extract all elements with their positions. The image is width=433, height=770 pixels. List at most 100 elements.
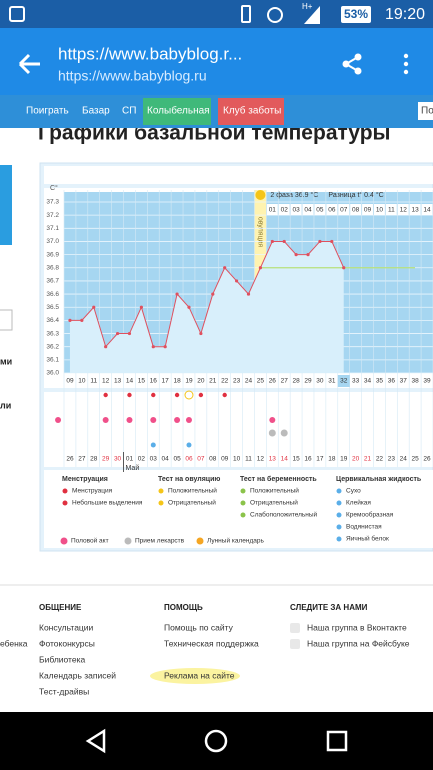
temperature-line <box>69 240 345 348</box>
day-label: 35 <box>376 378 384 385</box>
legend-icon <box>62 500 68 506</box>
y-tick-label: 36.7 <box>46 278 59 285</box>
nav-item[interactable]: Колыбельная <box>147 105 210 117</box>
alarm-icon <box>267 7 283 23</box>
phase-cell <box>362 204 373 215</box>
back-key[interactable] <box>85 728 106 754</box>
page-url-title[interactable]: https://www.babyblog.r... <box>58 44 242 63</box>
highlight <box>150 668 240 684</box>
day-label: 11 <box>90 378 97 385</box>
phase-day: 08 <box>352 207 360 214</box>
social-icon <box>290 639 300 649</box>
footer-link[interactable]: Фотоконкурсы <box>39 638 95 648</box>
footer-link[interactable]: Наша группа на Фейсбуке <box>307 638 410 648</box>
search-box[interactable] <box>418 102 433 120</box>
medicine-icon <box>268 429 276 437</box>
date-label: 06 <box>185 456 193 463</box>
phase-day: 09 <box>364 207 372 214</box>
legend-item: Прием лекарств <box>135 538 185 545</box>
date-label: 30 <box>114 456 122 463</box>
date-label: 18 <box>328 456 336 463</box>
date-label: 04 <box>162 456 170 463</box>
day-label: 32 <box>340 378 348 385</box>
temperature-point <box>104 345 108 349</box>
temperature-point <box>139 305 143 309</box>
y-tick-label: 37.0 <box>46 238 59 245</box>
day-label: 24 <box>245 378 253 385</box>
phase-cell <box>338 204 350 215</box>
nav-highlight <box>218 98 284 125</box>
nav-item[interactable]: По <box>421 106 433 117</box>
date-label: 19 <box>340 456 348 463</box>
legend-icon <box>336 536 342 542</box>
footer-link[interactable]: Техническая поддержка <box>164 638 259 648</box>
network: H+ <box>302 2 313 11</box>
legend-icon <box>240 488 246 494</box>
legend-item: Отрицательный <box>168 499 216 507</box>
menu-button[interactable] <box>403 53 409 75</box>
day-label: 33 <box>352 378 360 385</box>
intercourse-icon <box>185 417 192 423</box>
nav-item[interactable]: Поиграть <box>26 106 69 117</box>
day-label: 39 <box>423 378 431 385</box>
date-label: 21 <box>364 456 372 463</box>
browser-bar <box>0 28 433 95</box>
page-url[interactable]: https://www.babyblog.ru <box>58 68 207 84</box>
phase-cell <box>421 204 433 215</box>
footer-link[interactable]: Календарь записей <box>39 670 116 680</box>
temperature-point <box>199 331 203 336</box>
footer-link[interactable]: Тест-драйвы <box>39 686 89 696</box>
home-key[interactable] <box>204 729 228 753</box>
date-label: 26 <box>66 456 74 463</box>
phase-cell <box>350 204 362 215</box>
phase-day: 05 <box>316 207 324 214</box>
phase-day: 07 <box>340 207 348 214</box>
medicine-icon <box>280 429 288 437</box>
date-label: 28 <box>90 456 98 463</box>
date-label: 03 <box>150 456 158 463</box>
recent-key[interactable] <box>326 730 348 752</box>
date-label: 13 <box>269 456 277 463</box>
y-tick-label: 36.2 <box>46 343 59 350</box>
nav-strip <box>0 95 433 128</box>
share-button[interactable] <box>342 53 362 75</box>
phase-cell <box>278 204 290 215</box>
phase-day: 13 <box>412 207 420 214</box>
phase-cell <box>266 204 278 215</box>
footer-link[interactable]: Наша группа в Вконтакте <box>307 622 407 632</box>
temperature-point <box>246 292 251 296</box>
legend-frame <box>44 470 433 548</box>
back-button[interactable] <box>18 53 40 75</box>
signal-icon <box>304 6 320 24</box>
day-label: 37 <box>400 378 408 385</box>
date-label: 05 <box>173 456 181 463</box>
fluid-icon <box>150 442 156 448</box>
legend-icon <box>336 512 342 518</box>
footer-link[interactable]: Консультации <box>39 622 94 632</box>
y-tick-label: 36.6 <box>46 291 59 298</box>
y-tick-label: 36.4 <box>46 317 59 324</box>
legend-item: Кремообразная <box>346 511 394 519</box>
phase-day: 02 <box>281 207 289 214</box>
day-label: 15 <box>138 378 146 385</box>
footer-link[interactable]: Реклама на сайте <box>164 670 235 680</box>
footer-link[interactable]: ебенка <box>0 638 28 648</box>
legend-item: Небольшие выделения <box>72 499 143 507</box>
temperature-point <box>68 318 72 322</box>
menstruation-icon <box>174 392 180 398</box>
day-label: 12 <box>102 378 110 385</box>
nav-item[interactable]: Клуб заботы <box>223 105 281 117</box>
footer-link[interactable]: Помощь по сайту <box>164 622 234 632</box>
temperature-point <box>211 292 215 296</box>
day-label: 30 <box>316 378 324 385</box>
date-label: 23 <box>388 456 396 463</box>
footer-link[interactable]: Библиотека <box>39 654 85 664</box>
nav-item[interactable]: Базар <box>82 106 110 117</box>
temperature-point <box>151 345 155 349</box>
temperature-point <box>282 239 286 244</box>
nav-highlight <box>143 98 211 125</box>
temperature-point <box>163 345 167 349</box>
nav-item[interactable]: СП <box>122 106 136 117</box>
footer-heading: ОБЩЕНИЕ <box>39 603 82 612</box>
temperature-point <box>330 239 334 244</box>
